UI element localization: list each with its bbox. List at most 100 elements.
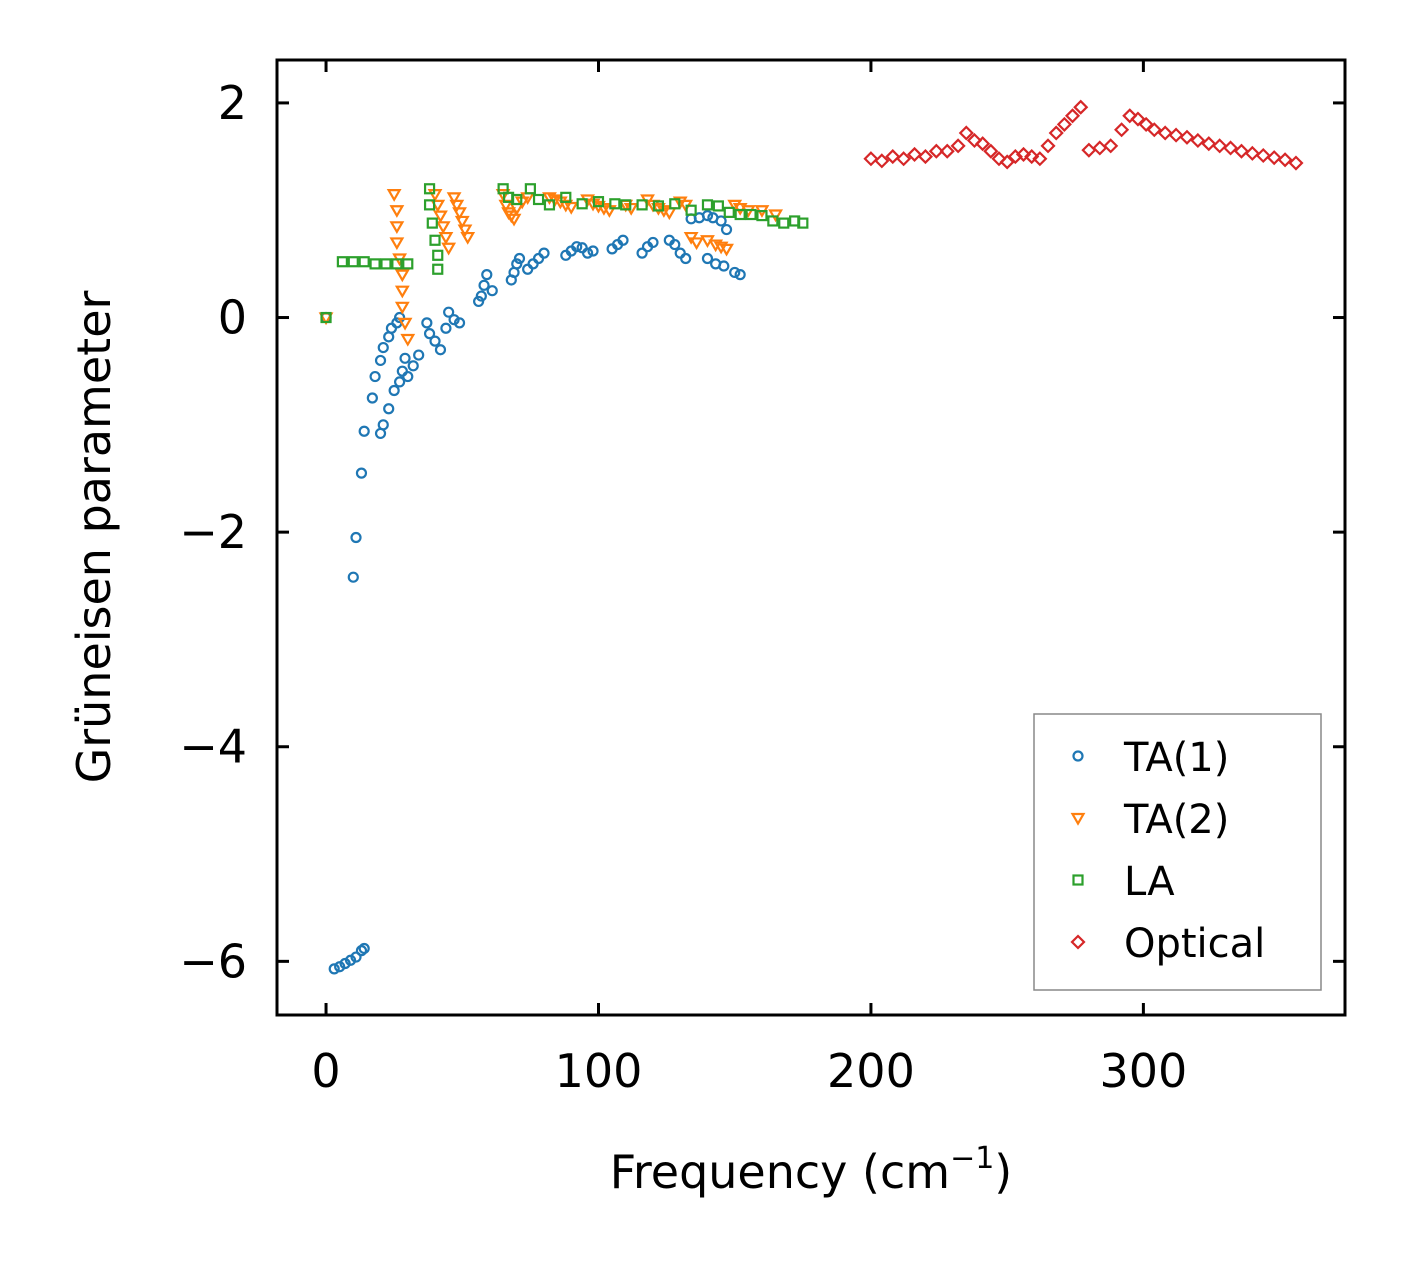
data-point <box>429 335 441 347</box>
data-point <box>542 192 557 206</box>
data-point <box>374 354 387 367</box>
data-point <box>366 392 378 404</box>
data-point <box>863 151 879 167</box>
data-point <box>423 183 436 195</box>
data-point <box>432 263 444 275</box>
legend-entry: TA(1) <box>1072 735 1229 781</box>
data-point <box>669 198 681 210</box>
data-point <box>1130 111 1146 127</box>
data-point <box>441 242 457 256</box>
data-point <box>1073 99 1089 115</box>
data-point <box>732 202 748 216</box>
data-point <box>511 193 523 206</box>
data-point <box>928 143 944 159</box>
data-point <box>797 217 809 229</box>
data-point <box>543 199 556 211</box>
data-point <box>369 370 381 383</box>
data-point <box>350 951 362 963</box>
data-point <box>1212 138 1228 154</box>
data-point <box>400 333 416 347</box>
data-point <box>394 376 406 388</box>
data-point <box>452 207 467 221</box>
data-point <box>576 198 588 210</box>
data-point <box>571 241 583 253</box>
data-point <box>429 234 441 246</box>
data-point <box>715 215 727 227</box>
data-point <box>672 196 688 210</box>
data-point <box>426 217 438 229</box>
data-point <box>495 189 511 202</box>
x-tick-label: 0 <box>311 1044 340 1098</box>
data-point <box>438 231 454 245</box>
data-point <box>475 290 487 302</box>
data-point <box>767 215 779 227</box>
data-point <box>423 199 436 211</box>
data-point <box>719 243 734 257</box>
legend-entry: Optical <box>1070 921 1265 967</box>
data-point <box>701 209 714 222</box>
data-point <box>454 215 470 229</box>
data-point <box>727 199 743 213</box>
data-point <box>457 224 473 238</box>
data-point <box>513 252 526 265</box>
data-point <box>369 258 381 270</box>
data-point <box>950 138 966 154</box>
legend-label: Optical <box>1124 921 1265 967</box>
data-point <box>481 269 493 281</box>
data-point <box>720 223 733 236</box>
data-point <box>402 370 414 383</box>
data-point <box>423 328 436 340</box>
y-axis-label: Grüneisen parameter <box>67 290 121 783</box>
x-axis-label: Frequency (cm−1) <box>610 1141 1013 1199</box>
data-point <box>433 210 448 224</box>
y-tick-label: 0 <box>218 291 247 345</box>
data-point <box>778 217 790 229</box>
data-point <box>1244 145 1260 161</box>
data-point <box>1048 125 1064 141</box>
data-point <box>399 352 411 364</box>
series-optical <box>863 99 1304 171</box>
legend: TA(1) TA(2) LA Optical <box>1033 713 1322 991</box>
legend-entry: LA <box>1072 859 1175 905</box>
data-point <box>917 149 933 165</box>
data-point <box>1138 116 1154 132</box>
data-point <box>434 344 447 356</box>
y-tick-label: −4 <box>179 720 247 774</box>
data-point <box>511 258 523 270</box>
data-point <box>350 531 362 544</box>
data-point <box>718 260 730 272</box>
data-point <box>389 221 405 235</box>
data-point <box>1255 147 1271 164</box>
y-axis-ticks: −6 −4 −2 0 2 <box>179 76 1345 988</box>
data-point <box>443 306 455 318</box>
data-point <box>885 149 901 165</box>
data-point <box>712 200 724 212</box>
data-point <box>768 209 783 223</box>
data-points <box>318 99 1304 975</box>
legend-marker <box>1072 874 1084 886</box>
legend-label: LA <box>1124 859 1175 905</box>
data-point <box>394 269 410 283</box>
data-point <box>1007 149 1023 165</box>
data-point <box>1056 116 1072 132</box>
legend-entry: TA(2) <box>1070 797 1229 843</box>
data-point <box>906 146 923 162</box>
data-point <box>506 213 522 227</box>
legend-label: TA(2) <box>1123 797 1229 843</box>
data-point <box>383 403 395 415</box>
data-point <box>689 237 704 251</box>
data-point <box>358 425 370 437</box>
data-point <box>1168 127 1184 143</box>
data-point <box>320 311 332 324</box>
data-point <box>609 198 621 210</box>
data-point <box>560 191 572 203</box>
data-point <box>1103 138 1119 154</box>
data-point <box>386 189 402 202</box>
data-point <box>713 241 729 255</box>
data-point <box>532 193 545 206</box>
data-point <box>723 206 735 218</box>
x-tick-label: 200 <box>827 1044 915 1098</box>
data-point <box>402 258 414 270</box>
data-point <box>734 208 746 221</box>
data-point <box>413 349 425 361</box>
